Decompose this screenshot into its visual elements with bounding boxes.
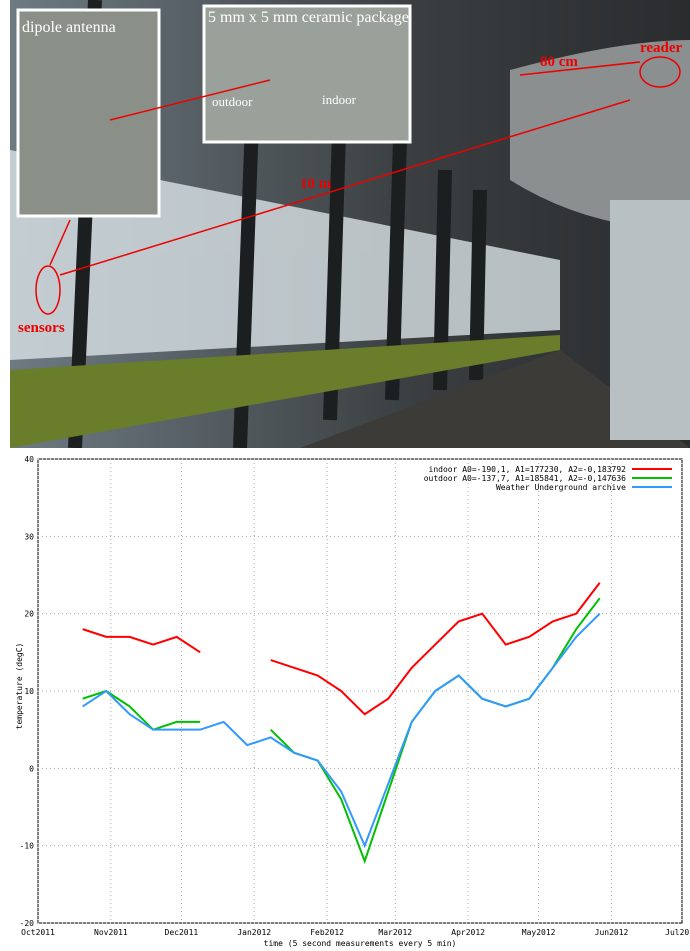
x-tick-label: Nov2011: [94, 928, 128, 937]
x-axis-label: time (5 second measurements every 5 min): [264, 939, 457, 948]
series-line: [83, 583, 600, 714]
y-tick-label: 20: [24, 610, 34, 619]
y-tick-label: 0: [29, 764, 34, 773]
label: 5 mm x 5 mm ceramic package: [208, 9, 409, 26]
y-tick-label: -20: [20, 919, 35, 928]
x-tick-label: May2012: [522, 928, 556, 937]
series-line: [83, 614, 600, 846]
legend-label: indoor A0=-190,1, A1=177230, A2=-0,18379…: [429, 465, 627, 474]
label: reader: [640, 40, 683, 56]
y-tick-label: 40: [24, 455, 34, 464]
label: indoor: [322, 92, 357, 107]
page: dipole antenna 5 mm x 5 mm ceramic packa…: [0, 0, 690, 951]
label: 10 m: [300, 176, 332, 192]
chart: temperature (degC) time (5 second measur…: [0, 451, 690, 951]
x-tick-label: Feb2012: [310, 928, 344, 937]
x-tick-label: Jul2012: [665, 928, 690, 937]
label: sensors: [18, 320, 65, 336]
legend-label: Weather Underground archive: [496, 483, 626, 492]
x-tick-label: Jan2012: [237, 928, 271, 937]
label: outdoor: [212, 94, 253, 109]
x-tick-label: Apr2012: [451, 928, 485, 937]
inset-package: [204, 6, 410, 142]
y-tick-label: 30: [24, 532, 34, 541]
x-tick-label: Mar2012: [378, 928, 412, 937]
x-tick-label: Jun2012: [595, 928, 629, 937]
x-tick-label: Oct2011: [21, 928, 55, 937]
legend-label: outdoor A0=-137,7, A1=185841, A2=-0,1476…: [424, 474, 626, 483]
y-tick-label: -10: [20, 842, 35, 851]
y-axis-label: temperature (degC): [15, 643, 24, 730]
x-tick-label: Dec2011: [165, 928, 199, 937]
wall: [610, 200, 690, 440]
photo: dipole antenna 5 mm x 5 mm ceramic packa…: [0, 0, 690, 448]
y-tick-label: 10: [24, 687, 34, 696]
label: dipole antenna: [22, 19, 116, 36]
label: 80 cm: [540, 54, 578, 70]
